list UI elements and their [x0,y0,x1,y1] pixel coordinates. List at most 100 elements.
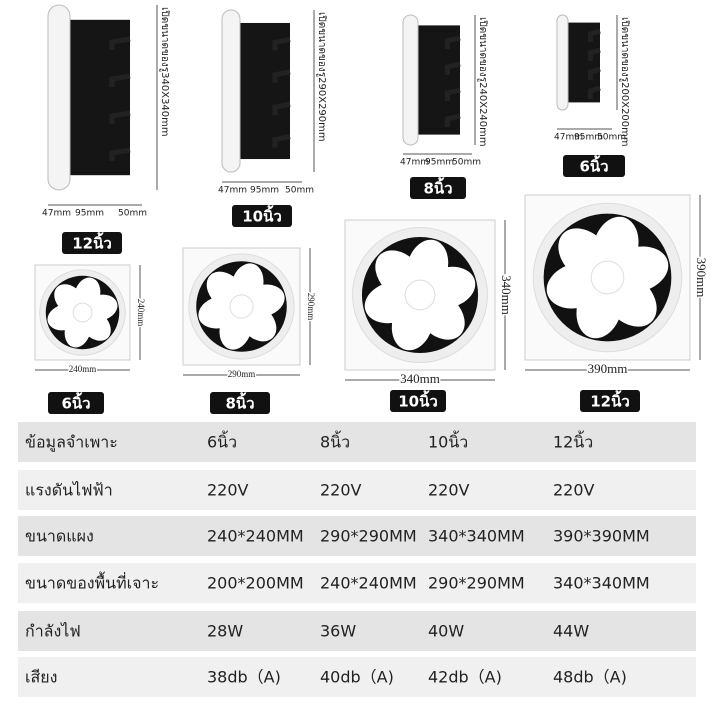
front-plate [402,14,419,146]
dim-label: 95mm [250,186,279,196]
table-cell: 390*390MM [553,527,650,546]
louver [587,28,601,42]
size-badge-text: 10นิ้ว [398,390,438,411]
hole-size: เปิดขนาดของรู340X340mm [159,7,170,137]
width-label: 290mm [228,369,256,379]
row-header: ข้อมูลจำเพาะ [25,433,118,453]
hub [229,294,254,319]
louver [587,85,601,99]
size-badge [563,155,625,177]
dim-label: 47mm [42,209,71,219]
dim-label: 50mm [285,186,314,196]
table-cell: 220V [428,481,470,500]
height-label: 340mm [499,275,514,315]
hub [72,302,93,323]
table-cell: 240*240MM [207,527,304,546]
louver [587,47,601,61]
louver [444,87,461,101]
dim-label: 95mm [574,133,603,143]
table-cell: 340*340MM [428,527,525,546]
table-cell: 290*290MM [320,527,417,546]
hole-size: เปิดขนาดของรู240X240mm [477,17,488,147]
height-label: 240mm [136,299,146,327]
hub [590,260,625,295]
louver [444,113,461,127]
size-badge-text: 8นิ้ว [423,177,452,198]
louver [109,73,131,87]
width-label: 340mm [400,371,440,386]
table-row [18,516,696,556]
louver [272,36,291,51]
size-badge [390,390,446,412]
hole-size: เปิดขนาดของรู290X290mm [316,12,327,142]
dim-label: 50mm [452,158,481,168]
table-cell: 42db（A) [428,668,502,687]
row-header: แรงดันไฟฟ้า [25,481,113,500]
size-badge-text: 12นิ้ว [590,390,630,411]
hub [404,279,436,311]
width-label: 240mm [69,364,97,374]
table-cell: 48db（A) [553,668,627,687]
size-badge-text: 12นิ้ว [72,232,112,253]
table-cell: 12นิ้ว [553,431,593,452]
louver [272,69,291,83]
louver [444,61,461,75]
table-cell: 340*340MM [553,574,650,593]
table-cell: 44W [553,622,589,641]
table-cell: 220V [553,481,595,500]
louver [109,147,131,161]
size-badge [62,232,122,254]
table-cell: 290*290MM [428,574,525,593]
row-header: เสียง [25,668,57,687]
dim-label: 95mm [425,158,454,168]
front-plate [221,9,241,173]
table-cell: 200*200MM [207,574,304,593]
height-label: 290mm [306,293,316,321]
table-row [18,657,696,697]
size-badge [210,392,270,414]
table-row [18,611,696,651]
front-plate [556,14,569,111]
table-cell: 6นิ้ว [207,431,237,452]
row-header: ขนาดของพื้นที่เจาะ [25,572,159,593]
louver [109,110,131,124]
size-badge [410,177,466,199]
dim-label: 50mm [118,209,147,219]
row-header: ขนาดแผง [25,527,94,546]
size-badge-text: 6นิ้ว [579,155,608,176]
table-cell: 220V [320,481,362,500]
size-badge [580,390,640,412]
table-cell: 40W [428,622,464,641]
louver [272,101,291,116]
hole-size: เปิดขนาดของรู200X200mm [619,17,630,147]
dim-label: 47mm [554,133,583,143]
louver [109,36,131,50]
table-row [18,422,696,462]
size-badge-text: 10นิ้ว [242,205,282,226]
size-badge [232,205,292,227]
height-label: 390mm [694,258,709,298]
dim-label: 47mm [400,158,429,168]
size-badge [48,392,104,414]
table-cell: 28W [207,622,243,641]
width-label: 390mm [588,361,628,376]
dim-label: 50mm [597,133,626,143]
row-header: กำลังไฟ [25,622,81,641]
table-row [18,563,696,603]
dim-label: 47mm [218,186,247,196]
louver [444,35,461,49]
table-cell: 240*240MM [320,574,417,593]
front-plate [47,4,71,191]
size-badge-text: 8นิ้ว [225,392,254,413]
table-row [18,470,696,510]
louver [587,66,601,80]
dim-label: 95mm [75,209,104,219]
size-badge-text: 6นิ้ว [61,392,90,413]
louver [272,134,291,148]
table-cell: 8นิ้ว [320,431,350,452]
table-cell: 38db（A) [207,668,281,687]
table-cell: 36W [320,622,356,641]
table-cell: 10นิ้ว [428,431,468,452]
table-cell: 220V [207,481,249,500]
